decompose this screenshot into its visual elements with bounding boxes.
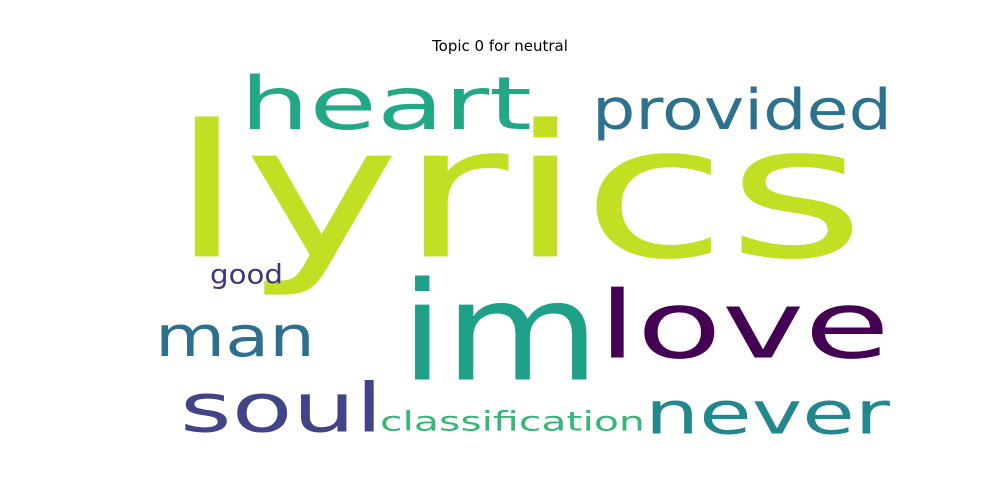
word-soul: soul xyxy=(180,369,383,448)
word-classification: classification xyxy=(380,406,645,437)
chart-title: Topic 0 for neutral xyxy=(432,37,568,55)
word-never: never xyxy=(645,380,891,448)
word-man: man xyxy=(155,305,315,370)
word-lyrics: lyrics xyxy=(170,86,865,300)
word-good: good xyxy=(210,258,283,290)
word-provided: provided xyxy=(592,77,892,143)
word-love: love xyxy=(598,271,890,380)
word-heart: heart xyxy=(240,62,532,147)
word-im: im xyxy=(400,253,600,412)
